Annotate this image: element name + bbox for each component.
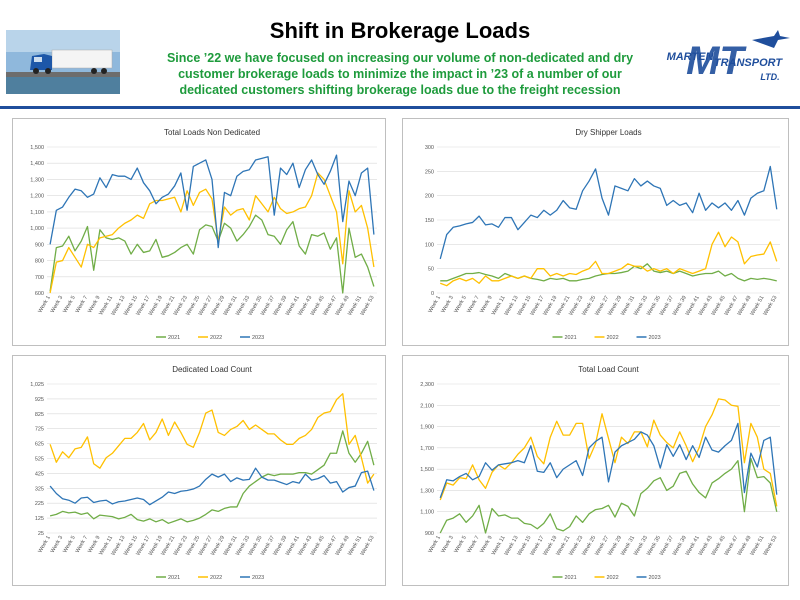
y-tick-label: 925	[35, 397, 44, 403]
legend-label: 2021	[565, 575, 577, 581]
y-tick-label: 300	[425, 145, 434, 151]
logo-suffix: LTD.	[760, 72, 779, 82]
y-tick-label: 625	[35, 442, 44, 448]
truck-photo	[6, 30, 120, 94]
y-tick-label: 225	[35, 501, 44, 507]
chart: Dry Shipper Loads050100150200250300Week …	[425, 128, 780, 341]
series-line	[440, 263, 777, 282]
chart-title: Dry Shipper Loads	[575, 128, 641, 137]
logo: MT MARTEN TRANSPORT LTD.	[667, 30, 790, 83]
logo-monogram: MT	[686, 39, 747, 83]
legend-label: 2021	[565, 335, 577, 341]
legend-label: 2021	[168, 335, 180, 341]
legend-label: 2023	[252, 575, 264, 581]
y-tick-label: 1,400	[30, 161, 44, 167]
y-tick-label: 0	[431, 291, 434, 297]
y-tick-label: 250	[425, 169, 434, 175]
y-tick-label: 100	[425, 242, 434, 248]
y-tick-label: 200	[425, 194, 434, 200]
logo-name: TRANSPORT	[714, 57, 784, 69]
legend-label: 2023	[649, 575, 661, 581]
chart-panel: Total Loads Non Dedicated 600 700 800 900 1,0…	[12, 118, 386, 346]
subtitle: Since ’22 we have focused on increasing …	[167, 51, 633, 65]
chart-title: Total Loads Non Dedicated	[164, 128, 260, 137]
y-tick-label: 800	[35, 259, 44, 265]
y-tick-label: 125	[35, 516, 44, 522]
legend-label: 2023	[649, 335, 661, 341]
legend-label: 2023	[252, 335, 264, 341]
slide-title: Shift in Brokerage Loads	[270, 18, 530, 43]
y-tick-label: 1,200	[30, 194, 44, 200]
y-tick-label: 2,100	[420, 403, 434, 409]
y-tick-label: 1,500	[420, 467, 434, 473]
y-tick-label: 1,300	[420, 488, 434, 494]
chart: Total Load Count 900 1,100 1,300 1,500 1,700 1…	[420, 365, 780, 581]
y-tick-label: 1,500	[30, 145, 44, 151]
logo-name: MARTEN	[667, 51, 715, 63]
y-tick-label: 600	[35, 291, 44, 297]
y-tick-label: 900	[425, 531, 434, 537]
y-tick-label: 25	[38, 531, 44, 537]
chart-panel: Total Load Count 900 1,100 1,300 1,500 1,700 1…	[402, 355, 789, 586]
series-line	[49, 214, 375, 294]
legend-label: 2021	[168, 575, 180, 581]
series-line	[49, 430, 375, 524]
legend-label: 2022	[607, 575, 619, 581]
y-tick-label: 525	[35, 457, 44, 463]
chart-panel: Dry Shipper Loads 0 50 100 150 200 250 300 Week …	[402, 118, 789, 346]
y-tick-label: 700	[35, 275, 44, 281]
y-tick-label: 1,025	[30, 382, 44, 388]
chart: Dedicated Load Count 25 125 225 325 425 525 625…	[30, 365, 377, 581]
subtitle: customer brokerage loads to minimize the…	[178, 67, 622, 81]
legend-label: 2022	[210, 335, 222, 341]
series-line	[439, 422, 778, 499]
series-line	[49, 172, 375, 294]
y-tick-label: 150	[425, 218, 434, 224]
chart-panel: Dedicated Load Count 25 125 225 325 425 525 625…	[12, 355, 386, 586]
legend-label: 2022	[210, 575, 222, 581]
y-tick-label: 2,300	[420, 382, 434, 388]
series-line	[439, 165, 778, 260]
y-tick-label: 1,300	[30, 177, 44, 183]
series-line	[49, 467, 375, 506]
y-tick-label: 725	[35, 427, 44, 433]
chart-title: Dedicated Load Count	[172, 365, 252, 374]
chart: Total Loads Non Dedicated 600 700 800 900 1,0…	[30, 128, 377, 341]
y-tick-label: 1,900	[420, 425, 434, 431]
y-tick-label: 1,000	[30, 226, 44, 232]
series-line	[439, 457, 778, 534]
legend-label: 2022	[607, 335, 619, 341]
y-tick-label: 325	[35, 486, 44, 492]
y-tick-label: 50	[428, 267, 434, 273]
series-line	[49, 154, 375, 249]
series-line	[440, 231, 778, 287]
header: Shift in Brokerage Loads Since ’22 we ha…	[0, 18, 800, 109]
chart-title: Total Load Count	[578, 365, 639, 374]
subtitle: dedicated customers shifting brokerage l…	[179, 83, 620, 97]
y-tick-label: 900	[35, 242, 44, 248]
y-tick-label: 1,700	[420, 446, 434, 452]
series-line	[49, 393, 375, 484]
y-tick-label: 425	[35, 471, 44, 477]
y-tick-label: 1,100	[30, 210, 44, 216]
y-tick-label: 1,100	[420, 510, 434, 516]
y-tick-label: 825	[35, 412, 44, 418]
